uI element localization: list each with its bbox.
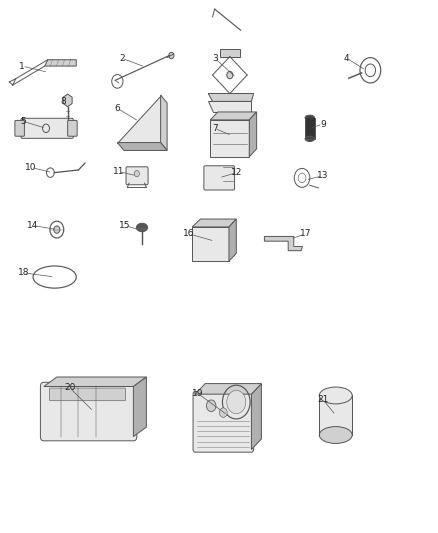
- Text: 4: 4: [344, 54, 350, 63]
- Polygon shape: [44, 377, 146, 386]
- Text: 2: 2: [119, 54, 124, 63]
- FancyBboxPatch shape: [204, 166, 235, 190]
- FancyBboxPatch shape: [210, 120, 249, 157]
- Polygon shape: [208, 93, 254, 101]
- Circle shape: [219, 408, 227, 417]
- FancyBboxPatch shape: [126, 167, 148, 185]
- Text: 7: 7: [212, 124, 218, 133]
- FancyBboxPatch shape: [40, 382, 137, 441]
- FancyBboxPatch shape: [192, 227, 229, 261]
- Text: 1: 1: [19, 62, 25, 70]
- Circle shape: [227, 391, 246, 414]
- Text: 6: 6: [114, 104, 120, 113]
- Text: 21: 21: [317, 395, 328, 404]
- Circle shape: [227, 71, 233, 79]
- Polygon shape: [195, 384, 261, 394]
- FancyBboxPatch shape: [21, 118, 73, 139]
- FancyBboxPatch shape: [67, 120, 77, 136]
- Text: 13: 13: [317, 171, 328, 180]
- Polygon shape: [229, 219, 236, 261]
- Ellipse shape: [305, 115, 314, 120]
- Polygon shape: [220, 49, 240, 56]
- Text: 16: 16: [183, 229, 194, 238]
- Bar: [319, 395, 352, 435]
- Text: 20: 20: [64, 383, 75, 392]
- Bar: [305, 118, 314, 139]
- Polygon shape: [251, 384, 261, 449]
- Text: 11: 11: [113, 167, 124, 176]
- Ellipse shape: [136, 223, 148, 232]
- Circle shape: [134, 171, 139, 177]
- Polygon shape: [210, 112, 257, 120]
- Ellipse shape: [319, 426, 352, 443]
- Circle shape: [206, 400, 216, 411]
- Text: 9: 9: [320, 119, 326, 128]
- Polygon shape: [161, 95, 167, 150]
- Text: 8: 8: [60, 97, 66, 106]
- Polygon shape: [208, 101, 251, 112]
- Text: 14: 14: [26, 221, 38, 230]
- Text: 18: 18: [18, 268, 29, 277]
- Ellipse shape: [319, 387, 352, 404]
- Polygon shape: [192, 219, 236, 227]
- Polygon shape: [249, 112, 257, 157]
- Text: 3: 3: [212, 54, 218, 63]
- Polygon shape: [117, 142, 167, 150]
- Polygon shape: [45, 60, 76, 66]
- FancyBboxPatch shape: [49, 388, 126, 401]
- Polygon shape: [134, 377, 146, 437]
- Text: 10: 10: [25, 163, 37, 172]
- Circle shape: [54, 226, 60, 233]
- Text: 19: 19: [192, 389, 203, 398]
- Text: 12: 12: [231, 168, 242, 177]
- Ellipse shape: [305, 136, 314, 141]
- Text: 17: 17: [300, 229, 311, 238]
- Polygon shape: [117, 95, 161, 142]
- Circle shape: [169, 52, 174, 59]
- Text: 5: 5: [21, 117, 26, 126]
- Polygon shape: [265, 237, 303, 251]
- FancyBboxPatch shape: [15, 120, 25, 136]
- FancyBboxPatch shape: [193, 392, 254, 452]
- Text: 15: 15: [119, 221, 131, 230]
